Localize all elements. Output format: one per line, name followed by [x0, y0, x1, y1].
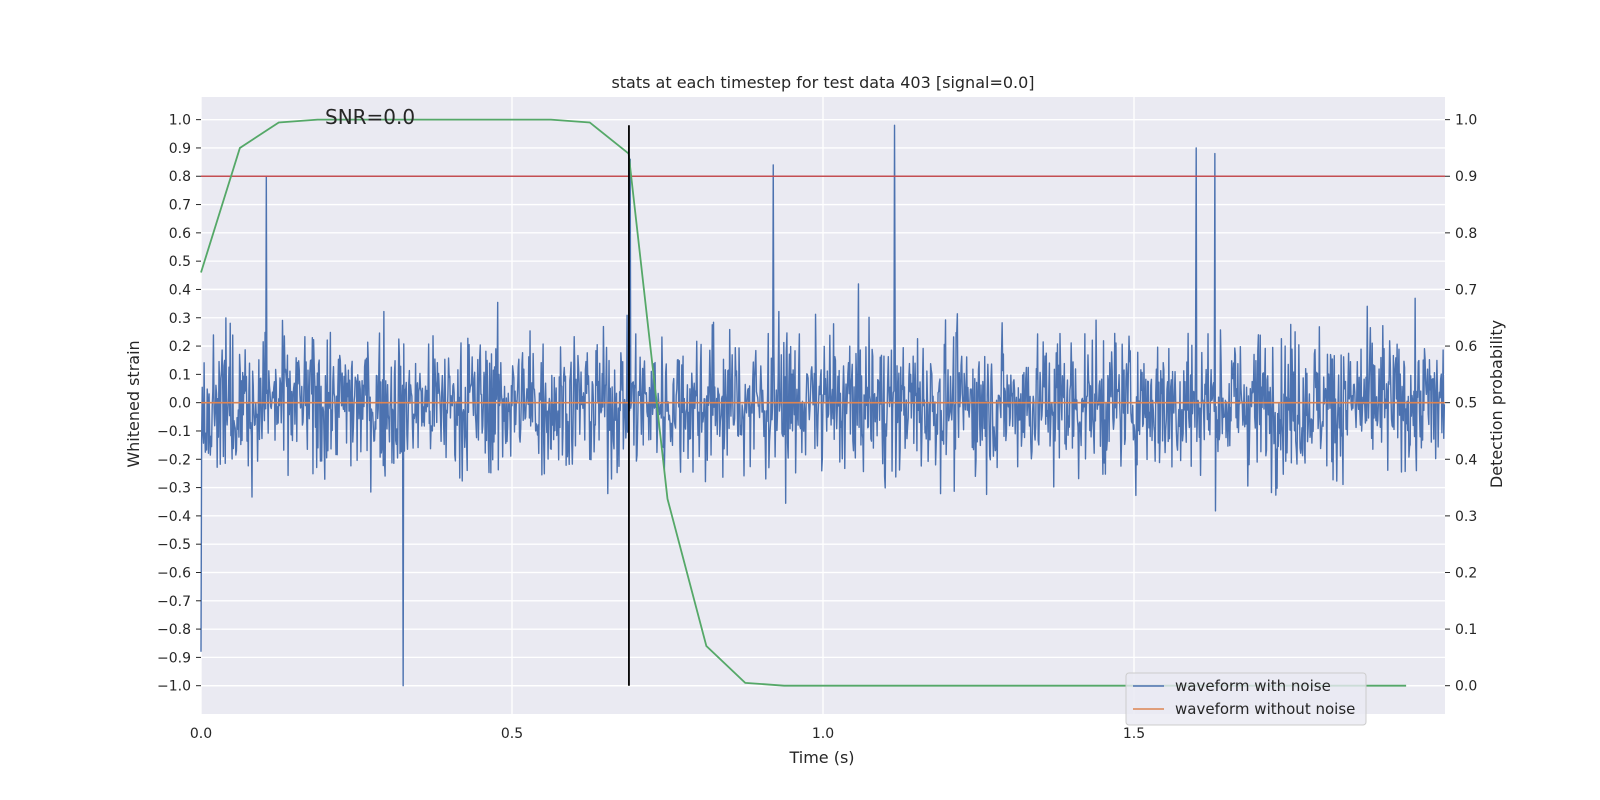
- y-left-tick-label: −0.4: [157, 509, 191, 525]
- y-axis-left-label: Whitened strain: [124, 340, 143, 467]
- y-left-tick-label: 0.4: [169, 282, 191, 298]
- y-right-tick-label: 0.8: [1455, 226, 1477, 242]
- y-left-tick-label: 0.9: [169, 141, 191, 157]
- y-left-tick-label: 0.7: [169, 198, 191, 214]
- y-right-tick-label: 1.0: [1455, 113, 1477, 129]
- x-tick-label: 1.0: [812, 726, 834, 742]
- snr-annotation: SNR=0.0: [325, 105, 415, 129]
- series-waveform-with-noise: [200, 124, 1446, 687]
- x-tick-label: 1.5: [1123, 726, 1145, 742]
- chart-title: stats at each timestep for test data 403…: [611, 73, 1034, 92]
- y-right-tick-label: 0.5: [1455, 396, 1477, 412]
- legend-box: [1125, 672, 1367, 726]
- y-left-tick-label: 0.3: [169, 311, 191, 327]
- y-left-tick-label: −0.3: [157, 481, 191, 497]
- y-left-tick-label: 0.0: [169, 396, 191, 412]
- y-left-tick-label: −0.5: [157, 537, 191, 553]
- y-right-tick-label: 0.2: [1455, 565, 1477, 581]
- y-left-tick-label: −0.7: [157, 594, 191, 610]
- y-right-tick-label: 0.9: [1455, 169, 1477, 185]
- y-left-tick-label: 1.0: [169, 113, 191, 129]
- y-right-tick-label: 0.4: [1455, 452, 1477, 468]
- y-right-tick-label: 0.0: [1455, 679, 1477, 695]
- y-left-tick-label: −0.1: [157, 424, 191, 440]
- legend-label-noise: waveform with noise: [1175, 677, 1331, 695]
- y-left-tick-label: 0.8: [169, 169, 191, 185]
- legend-label-clean: waveform without noise: [1175, 700, 1355, 718]
- x-axis-label: Time (s): [788, 748, 854, 767]
- y-left-tick-label: −1.0: [157, 679, 191, 695]
- y-left-tick-label: 0.5: [169, 254, 191, 270]
- y-axis-right-label: Detection probability: [1487, 320, 1506, 488]
- legend: waveform with noise waveform without noi…: [1125, 672, 1367, 726]
- y-left-tick-label: −0.8: [157, 622, 191, 638]
- y-right-tick-label: 0.6: [1455, 339, 1477, 355]
- y-left-tick-label: −0.6: [157, 565, 191, 581]
- y-right-tick-label: 0.3: [1455, 509, 1477, 525]
- y-left-tick-label: 0.2: [169, 339, 191, 355]
- x-tick-label: 0.5: [501, 726, 523, 742]
- y-left-tick-label: 0.6: [169, 226, 191, 242]
- x-tick-label: 0.0: [190, 726, 212, 742]
- y-left-tick-label: −0.9: [157, 650, 191, 666]
- y-right-tick-label: 0.7: [1455, 282, 1477, 298]
- axes-layer: 1.0 0.9 0.8 0.7 0.6 0.5 0.4 0.3 0.2 0.1 0.0 −0.1 −0.…: [157, 113, 1477, 742]
- y-left-tick-label: 0.1: [169, 367, 191, 383]
- y-right-tick-label: 0.1: [1455, 622, 1477, 638]
- y-left-tick-label: −0.2: [157, 452, 191, 468]
